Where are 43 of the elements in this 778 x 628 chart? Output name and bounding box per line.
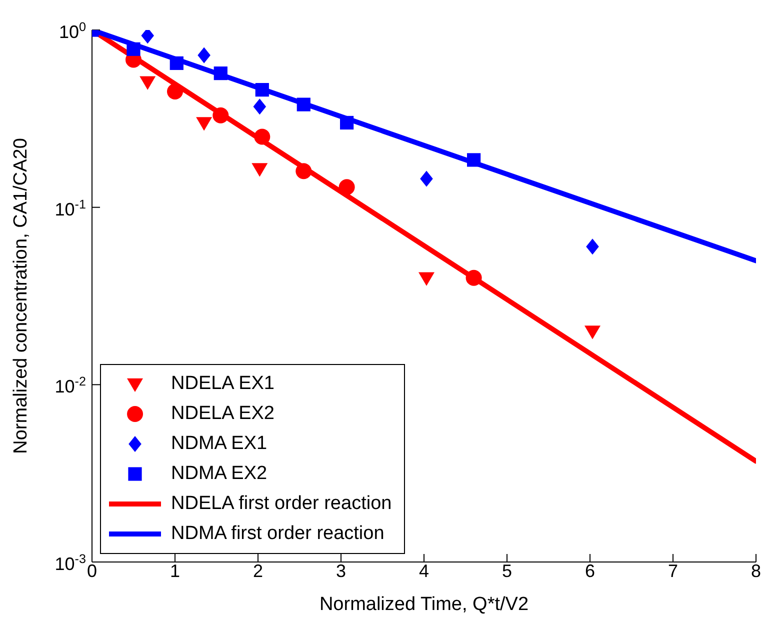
x-tick-label: 6 xyxy=(584,560,596,581)
x-tick-label: 2 xyxy=(252,560,264,581)
y-axis-title: Normalized concentration, CA1/CA20 xyxy=(10,138,32,454)
x-axis-title: Normalized Time, Q*t/V2 xyxy=(319,594,529,615)
point xyxy=(296,163,312,180)
point xyxy=(418,272,434,286)
legend-label: NDELA EX1 xyxy=(171,373,274,395)
x-tick-label: 4 xyxy=(418,560,430,581)
point xyxy=(296,98,310,112)
legend-label: NDELA first order reaction xyxy=(171,493,392,515)
x-tick-label: 8 xyxy=(750,560,762,581)
point xyxy=(140,76,156,90)
point xyxy=(340,116,354,130)
x-tick-label: 7 xyxy=(668,560,678,581)
point xyxy=(170,56,184,70)
point xyxy=(254,128,270,145)
point xyxy=(167,83,183,100)
legend-label: NDMA EX2 xyxy=(171,463,268,485)
y-tick-label: 10$^{-3}$ xyxy=(54,552,86,574)
point xyxy=(253,98,266,115)
point xyxy=(466,270,482,286)
point xyxy=(214,66,228,80)
point xyxy=(198,47,210,64)
point xyxy=(467,153,481,167)
y-tick-label: 10$^{0}$ xyxy=(58,20,86,42)
point xyxy=(338,179,355,196)
y-tick-label: 10$^{-2}$ xyxy=(54,374,86,397)
point xyxy=(584,326,600,340)
x-tick-label: 1 xyxy=(170,560,180,581)
x-tick-label: 3 xyxy=(336,560,346,581)
point xyxy=(252,163,268,177)
y-tick-label: 10$^{-1}$ xyxy=(54,197,86,220)
point xyxy=(196,117,212,131)
x-tick-label: 5 xyxy=(502,560,512,581)
point xyxy=(212,107,229,124)
point xyxy=(126,42,140,56)
point xyxy=(420,170,433,187)
legend-label: NDMA first order reaction xyxy=(171,523,384,545)
point xyxy=(586,238,599,255)
point xyxy=(255,83,269,97)
legend-label: NDELA EX2 xyxy=(171,403,274,425)
legend-label: NDMA EX1 xyxy=(171,433,268,455)
x-tick-label: 0 xyxy=(86,560,98,581)
